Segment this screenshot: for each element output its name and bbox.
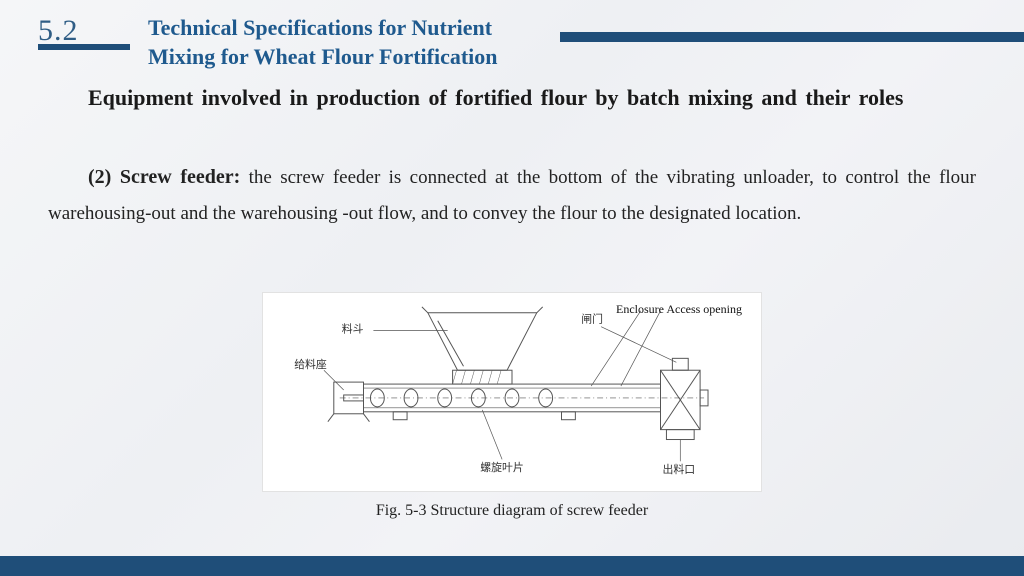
- section-title: Technical Specifications for Nutrient Mi…: [148, 14, 548, 71]
- body-text: Equipment involved in production of fort…: [48, 76, 976, 232]
- section-number: 5.2: [38, 14, 79, 48]
- figure-frame: 料斗给料座 闸门螺旋叶片 出料口: [262, 292, 762, 492]
- figure-callout-enclosure: Enclosure Access opening: [616, 302, 742, 317]
- svg-text:给料座: 给料座: [294, 357, 327, 371]
- svg-text:出料口: 出料口: [662, 462, 695, 476]
- section-number-wrap: 5.2: [38, 14, 79, 48]
- screw-feeder-diagram: 料斗给料座 闸门螺旋叶片 出料口: [263, 293, 761, 491]
- svg-text:闸门: 闸门: [581, 312, 603, 326]
- paragraph-lead: (2) Screw feeder:: [88, 166, 240, 188]
- footer-bar: [0, 556, 1024, 576]
- figure-caption: Fig. 5-3 Structure diagram of screw feed…: [0, 502, 1024, 520]
- svg-text:料斗: 料斗: [342, 322, 364, 336]
- header-decor-bar: [560, 32, 1024, 42]
- paragraph: (2) Screw feeder: the screw feeder is co…: [48, 158, 976, 232]
- svg-text:螺旋叶片: 螺旋叶片: [480, 460, 524, 474]
- slide-header: 5.2 Technical Specifications for Nutrien…: [0, 10, 1024, 60]
- section-number-underline: [38, 44, 130, 50]
- subsection-heading: Equipment involved in production of fort…: [48, 76, 976, 120]
